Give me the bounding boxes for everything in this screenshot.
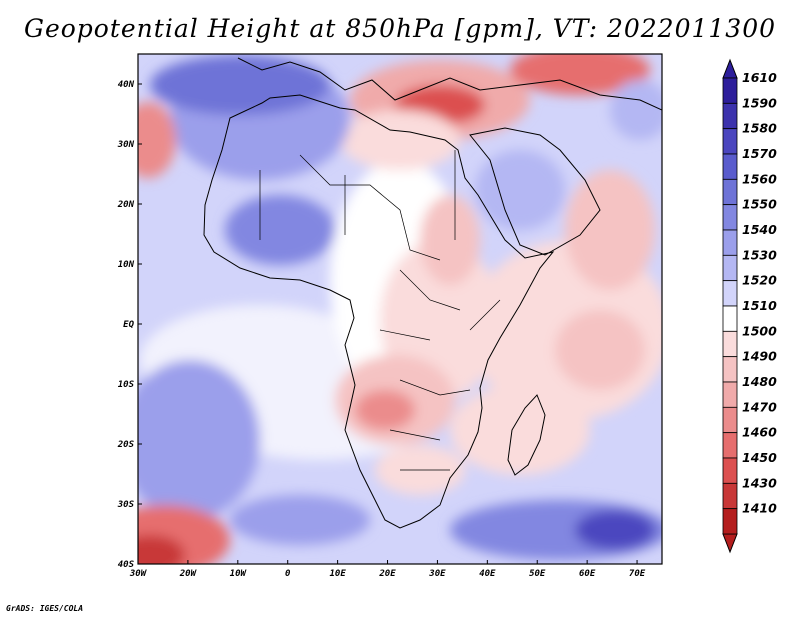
- lat-tick-label: 10N: [118, 260, 135, 270]
- colorbar-label: 1550: [742, 197, 777, 212]
- colorbar-label: 1540: [742, 222, 777, 237]
- colorbar-swatch: [722, 432, 738, 459]
- colorbar-swatch: [722, 482, 738, 510]
- colorbar-swatch: [722, 406, 738, 434]
- colorbar-swatch: [722, 102, 738, 130]
- height-field: [138, 54, 662, 564]
- colorbar-label: 1560: [742, 171, 777, 186]
- colorbar-label: 1490: [742, 349, 777, 364]
- colorbar-label: 1450: [742, 450, 777, 465]
- lon-tick-label: 30E: [428, 569, 446, 579]
- colorbar-swatch: [722, 280, 738, 307]
- colorbar-swatch: [722, 330, 738, 358]
- lon-tick-label: 10E: [329, 569, 346, 579]
- lon-tick-label: 30W: [129, 569, 148, 579]
- arabia-coastline: [469, 127, 601, 256]
- africa-coastline: [203, 94, 555, 529]
- lat-tick-label: 40S: [118, 560, 135, 570]
- colorbar-label: 1460: [742, 425, 777, 440]
- lat-tick-label: 30N: [117, 140, 135, 150]
- colorbar-swatch: [722, 77, 738, 104]
- colorbar-label: 1510: [742, 298, 777, 313]
- lon-tick-label: 20W: [179, 569, 198, 579]
- europe-coastline: [237, 57, 662, 111]
- colorbar-label: 1530: [742, 247, 777, 262]
- chart-title: Geopotential Height at 850hPa [gpm], VT:…: [23, 14, 777, 43]
- coastlines: [203, 57, 662, 529]
- lon-tick-label: 50E: [529, 569, 546, 579]
- lat-tick-label: 10S: [118, 380, 135, 390]
- lon-tick-label: 40E: [479, 569, 496, 579]
- colorbar-swatch: [722, 128, 738, 155]
- colorbar-top-arrow: [722, 58, 738, 79]
- colorbar-swatch: [722, 153, 738, 180]
- colorbar-swatch: [722, 457, 738, 484]
- colorbar-swatch: [722, 229, 738, 256]
- madagascar-coastline: [507, 394, 546, 476]
- colorbar-label: 1590: [742, 95, 777, 110]
- lat-tick-label: EQ: [123, 320, 134, 330]
- colorbar-label: 1520: [742, 273, 777, 288]
- colorbar-swatch: [722, 508, 738, 535]
- colorbar-swatch: [722, 356, 738, 383]
- colorbar-label: 1610: [742, 70, 777, 85]
- internal-borders: [259, 150, 501, 471]
- footer-credit: GrADS: IGES/COLA: [6, 604, 84, 613]
- colorbar-label: 1570: [742, 146, 777, 161]
- colorbar-swatch: [722, 178, 738, 206]
- lat-tick-label: 40N: [118, 80, 135, 90]
- lon-tick-label: 0: [285, 569, 291, 579]
- field-blobs: [138, 54, 662, 564]
- map-frame: [137, 53, 663, 565]
- colorbar-swatch: [722, 381, 738, 408]
- lat-tick-label: 20S: [117, 440, 135, 450]
- lat-tick-label: 30S: [117, 500, 135, 510]
- colorbar: 1610 1590 1580 1570 1560 1550 1540 1530 1520 1510…: [722, 58, 777, 554]
- colorbar-label: 1500: [742, 323, 777, 338]
- colorbar-label: 1410: [742, 501, 777, 516]
- colorbar-label: 1480: [742, 374, 777, 389]
- lon-tick-label: 20E: [378, 569, 396, 579]
- colorbar-label: 1580: [742, 121, 777, 136]
- colorbar-label: 1470: [742, 399, 777, 414]
- colorbar-label: 1430: [742, 475, 777, 490]
- map-axes: 30W 20W 10W 0 10E 20E 30E 40E 50E 60E 70E 40N 30N 20N…: [117, 80, 646, 579]
- lon-tick-label: 10W: [230, 569, 248, 579]
- colorbar-bottom-arrow: [722, 533, 738, 554]
- colorbar-swatch: [722, 254, 738, 282]
- colorbar-swatch: [722, 204, 738, 231]
- lon-tick-label: 70E: [629, 569, 646, 579]
- lat-tick-label: 20N: [117, 200, 135, 210]
- colorbar-swatch: [722, 305, 738, 332]
- lon-tick-label: 60E: [579, 569, 596, 579]
